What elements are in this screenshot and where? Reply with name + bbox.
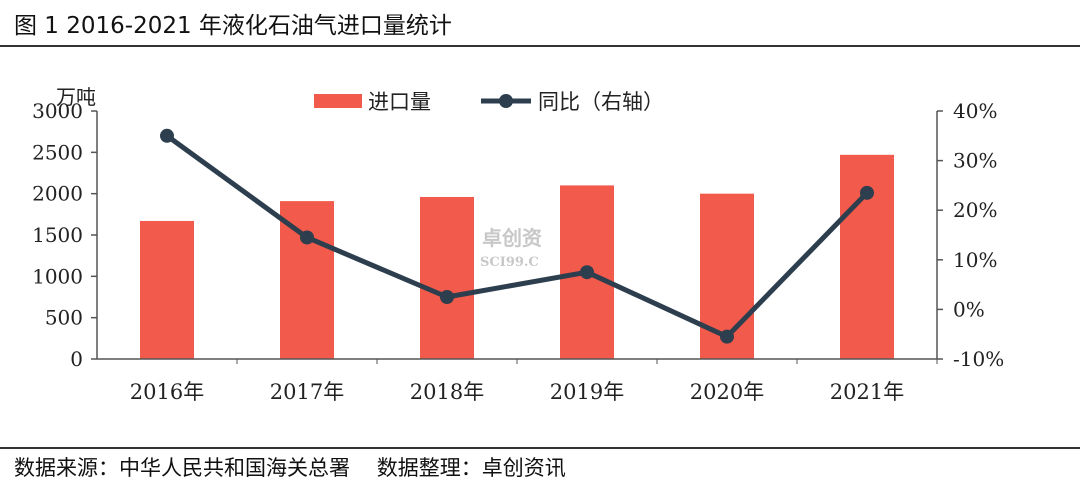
bar [420,196,474,359]
figure-title: 图 1 2016-2021 年液化石油气进口量统计 [14,13,452,39]
x-tick-label: 2021年 [830,380,904,404]
source-divider [0,447,1080,449]
y-left-tick-label: 1500 [32,223,83,247]
bar [140,220,194,359]
x-tick-label: 2018年 [410,380,484,404]
legend: 进口量 同比（右轴） [314,90,664,114]
x-tick-label: 2017年 [270,380,344,404]
y-unit-label: 万吨 [56,85,96,109]
line-point [580,265,594,280]
watermark: 卓创资 SCI99.C [480,226,542,270]
y-right-tick-label: 20% [953,198,997,222]
source-note: 数据来源：中华人民共和国海关总署 数据整理：卓创资讯 [14,456,566,480]
legend-label-line: 同比（右轴） [538,90,664,114]
line-point [720,329,734,344]
line-point [860,185,874,200]
y-left-tick-label: 2000 [32,182,83,206]
legend-swatch-marker [499,94,513,108]
y-left-tick-label: 1000 [32,264,83,288]
y-right-tick-label: 10% [953,248,997,272]
x-tick-label: 2020年 [690,380,764,404]
watermark-sub: SCI99.C [480,255,539,270]
watermark-text: 卓创资 [482,226,542,250]
legend-label-bar: 进口量 [368,90,431,114]
line-point [160,128,174,143]
line-path [165,133,869,340]
y-left-tick-label: 2500 [32,140,83,164]
y-right-tick-label: -10% [953,347,1004,371]
legend-swatch-bar [314,94,362,108]
line-series [160,128,874,344]
title-divider [0,45,1080,47]
line-point [300,230,314,245]
x-tick-label: 2016年 [130,380,204,404]
axes: 0 500 1000 1500 2000 2500 3000 -10% 0% 10% 20% 30% 4… [32,99,1004,404]
y-right-tick-label: 0% [953,297,985,321]
y-right-tick-label: 40% [953,99,997,123]
line-point [440,290,454,304]
y-right-tick-label: 30% [953,149,997,173]
x-tick-label: 2019年 [550,380,624,404]
y-left-tick-label: 0 [70,347,83,371]
y-left-tick-label: 3000 [32,99,83,123]
y-left-tick-label: 500 [45,306,83,330]
bar [840,154,894,359]
